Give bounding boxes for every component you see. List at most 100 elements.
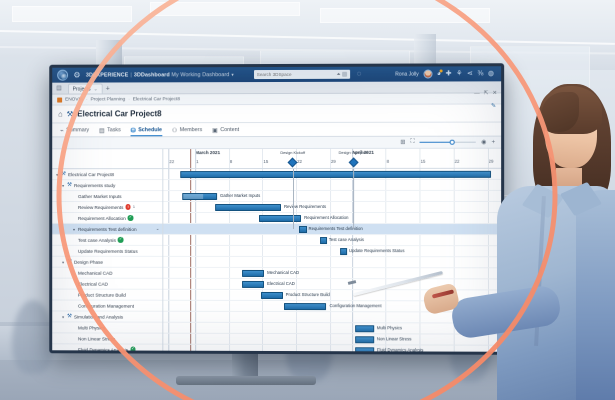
task-row[interactable]: Electrical CAD — [52, 278, 163, 290]
add-icon[interactable]: ✚ — [445, 70, 452, 78]
add-task-icon[interactable]: + — [491, 139, 496, 146]
breadcrumb-item-2[interactable]: Electrical Car Project8 — [132, 96, 180, 102]
global-search[interactable]: ⏶ — [253, 69, 350, 80]
apps-icon[interactable]: ⚘ — [456, 70, 463, 78]
row-menu-icon[interactable]: ⌄ — [155, 225, 160, 231]
task-row[interactable]: Update Requirements Status — [52, 245, 163, 257]
gantt-bar[interactable] — [180, 170, 491, 178]
chevron-down-icon[interactable]: ⌄ — [93, 86, 98, 92]
gantt-bar-label: Review Requirements — [283, 204, 327, 210]
breadcrumb-item-1[interactable]: Project Planning — [90, 96, 126, 102]
gantt-bar[interactable] — [242, 269, 265, 277]
fullscreen-icon[interactable]: ⛶ — [410, 138, 415, 145]
task-row[interactable]: Mechanical CAD — [52, 267, 163, 279]
dashboard-caret-icon[interactable]: ▾ — [231, 71, 234, 77]
zoom-slider[interactable] — [419, 138, 477, 146]
status-badge-complete[interactable] — [127, 215, 134, 221]
task-row[interactable]: ▾ ⚒ Simulation and Analysis — [52, 311, 163, 323]
task-label: Product Structure Build — [77, 292, 126, 298]
status-badge-complete[interactable] — [130, 346, 136, 353]
export-icon[interactable]: ⊞ — [400, 139, 406, 146]
task-twisty-icon[interactable]: ▾ — [72, 226, 75, 232]
grid-line — [453, 148, 455, 168]
grid-line — [487, 148, 489, 168]
home-icon[interactable]: ⌂ — [58, 109, 63, 119]
tab-tasks[interactable]: ▤ Tasks — [99, 123, 121, 136]
grid-line — [228, 149, 230, 169]
gantt-bar[interactable] — [181, 193, 217, 200]
gantt-bar[interactable] — [242, 280, 265, 288]
clear-icon[interactable] — [342, 71, 347, 77]
edit-pencil-icon[interactable]: ✎ — [490, 103, 497, 110]
gantt-bar[interactable] — [319, 236, 328, 245]
lasso-select-icon[interactable]: ◌ — [356, 70, 362, 78]
task-twisty-icon[interactable]: ▾ — [62, 313, 65, 319]
gantt-row[interactable]: Requirements Test definition — [163, 223, 502, 236]
gantt-row[interactable] — [163, 168, 502, 181]
task-row[interactable]: Fluid Dynamics Analysis — [52, 344, 163, 355]
gantt-bar[interactable] — [284, 303, 327, 310]
task-row[interactable]: ▾ Requirements Test definition ⌄ — [52, 223, 163, 235]
gantt-row[interactable]: Gather Market Inputs — [163, 190, 502, 203]
close-button[interactable]: ✕ — [492, 90, 498, 97]
gantt-bar[interactable] — [259, 214, 302, 222]
task-twisty-icon[interactable]: ▾ — [62, 182, 65, 188]
popout-button[interactable]: ⇱ — [483, 90, 489, 97]
gantt-row[interactable]: Fluid Dynamics Analysis — [163, 344, 502, 352]
milestone-marker[interactable] — [348, 157, 359, 168]
gantt-bar[interactable] — [355, 347, 374, 352]
task-row[interactable]: Test case Analysis — [52, 234, 163, 246]
gantt-row[interactable]: Update Requirements Status — [163, 245, 502, 258]
task-row[interactable]: ▾ ⚒ Design Phase — [52, 256, 163, 268]
task-row[interactable]: Review Requirements! 1 — [52, 202, 163, 213]
gantt-bar[interactable] — [260, 291, 283, 299]
sidebar-toggle-icon[interactable]: ▤ — [56, 85, 62, 92]
task-row[interactable]: ▾ ⚒ Requirements study — [52, 180, 163, 192]
gantt-row[interactable]: Mechanical CAD — [163, 267, 502, 280]
task-row[interactable]: Product Structure Build — [52, 289, 163, 301]
gantt-row[interactable]: Test case Analysis — [163, 234, 502, 247]
gantt-row[interactable]: Requirement Allocation — [163, 212, 502, 225]
gantt-bar[interactable] — [215, 203, 281, 211]
gantt-bar[interactable] — [299, 225, 307, 234]
minimize-button[interactable]: — — [474, 90, 480, 97]
status-badge-complete[interactable] — [117, 237, 124, 243]
task-row[interactable]: Gather Market Inputs — [52, 191, 163, 203]
tab-projects[interactable]: Projects ⌄ — [67, 83, 103, 94]
task-row[interactable]: ▾ ⚒ Electrical Car Project8 — [52, 169, 163, 181]
gantt-row[interactable] — [163, 256, 502, 269]
visibility-icon[interactable]: ◉ — [481, 139, 487, 146]
task-label: Gather Market Inputs — [77, 193, 122, 199]
task-row[interactable]: Requirement Allocation — [52, 212, 163, 224]
gantt-row[interactable]: Review Requirements — [163, 201, 502, 214]
task-twisty-icon[interactable]: ▾ — [62, 259, 65, 265]
gantt-bar[interactable] — [355, 325, 374, 332]
tab-content[interactable]: ▣ Content — [212, 123, 239, 136]
tab-summary[interactable]: ⌁ Summary — [60, 123, 89, 136]
add-tab-icon[interactable]: + — [105, 85, 110, 93]
share-icon[interactable]: ⋖ — [466, 70, 473, 78]
timeline-tick-label: 8 — [229, 158, 233, 164]
grid-line — [419, 148, 421, 168]
task-row[interactable]: Configuration Management — [52, 300, 163, 312]
status-badge-alert[interactable]: ! — [125, 204, 131, 210]
gantt-row[interactable] — [163, 311, 502, 324]
user-avatar[interactable] — [423, 69, 433, 79]
tab-members[interactable]: ⚇ Members — [172, 123, 202, 136]
task-row[interactable]: Multi Physics — [52, 322, 163, 334]
tab-schedule[interactable]: ⛁ Schedule — [130, 123, 162, 137]
help-icon[interactable]: ◍ — [487, 70, 495, 78]
task-row[interactable]: Non Linear Stress — [52, 333, 163, 345]
timeline-tick-label: 22 — [297, 158, 303, 164]
compass-icon[interactable] — [57, 69, 69, 81]
gantt-row[interactable] — [163, 179, 502, 192]
gantt-bar[interactable] — [355, 336, 374, 343]
filter-icon[interactable]: ⏶ — [336, 71, 341, 78]
search-input[interactable] — [256, 71, 335, 78]
notifications-icon[interactable]: ◕ — [436, 69, 443, 78]
timeline-tick-label: 1 — [196, 158, 199, 164]
breadcrumb-item-0[interactable]: ENOVIA — [65, 97, 84, 103]
gantt-bar[interactable] — [340, 247, 348, 256]
task-twisty-icon[interactable]: ▾ — [56, 171, 59, 177]
collaborate-icon[interactable]: ⅜ — [477, 70, 484, 78]
